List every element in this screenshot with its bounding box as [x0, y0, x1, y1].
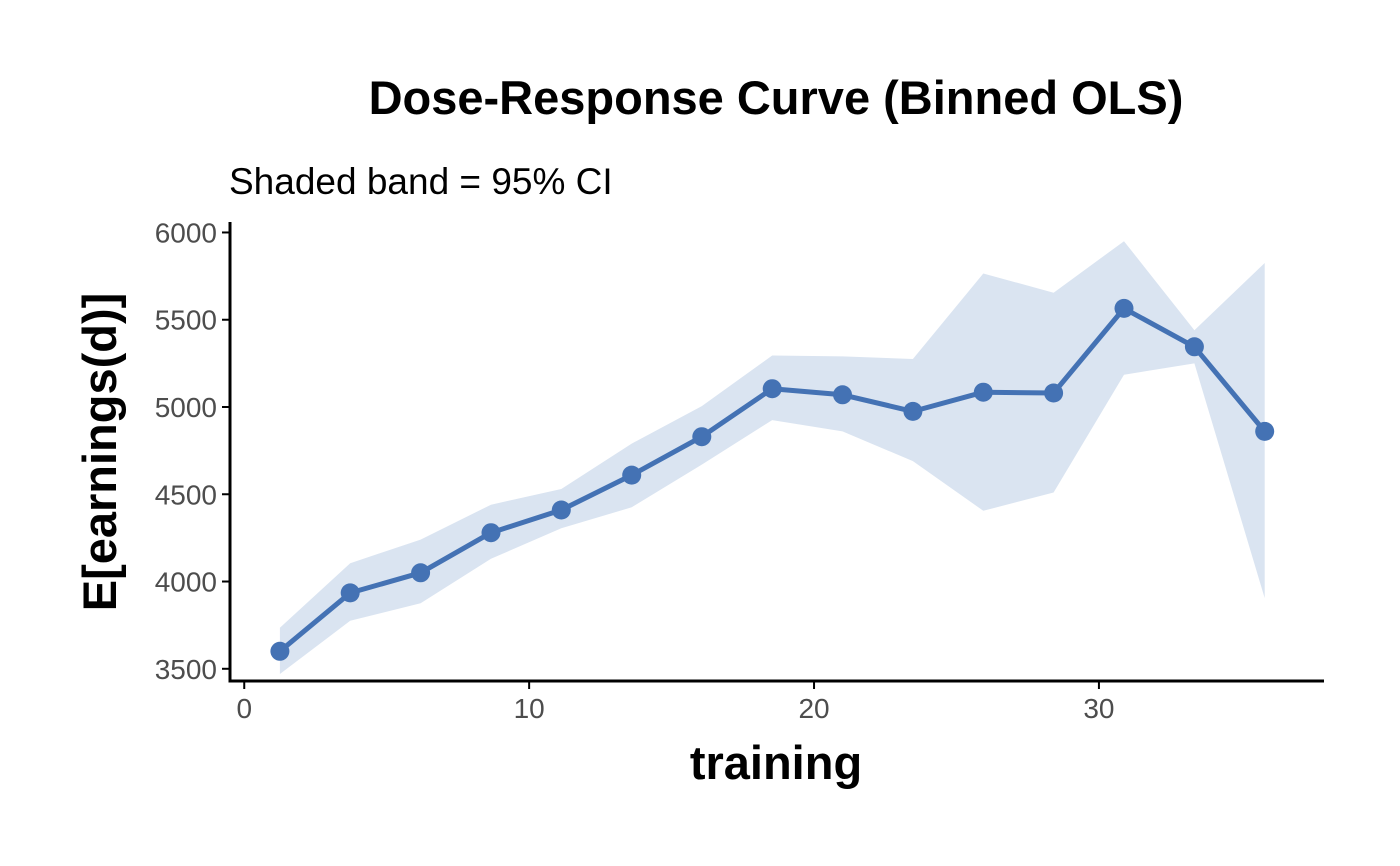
y-tick-label: 4500 — [155, 479, 217, 510]
data-point — [481, 523, 501, 543]
data-point — [411, 563, 431, 583]
data-point — [833, 385, 852, 405]
data-point — [270, 641, 290, 661]
x-tick-label: 0 — [236, 693, 252, 724]
x-tick-label: 20 — [798, 693, 829, 724]
data-point — [1044, 383, 1064, 403]
y-tick-label: 4000 — [155, 567, 217, 598]
data-point — [1255, 421, 1275, 441]
x-tick-label: 10 — [514, 693, 545, 724]
y-axis-title: E[earnings(d)] — [73, 293, 126, 612]
plot-area — [270, 241, 1275, 674]
y-tick-label: 3500 — [155, 654, 217, 685]
confidence-band — [279, 241, 1265, 674]
data-point — [903, 401, 923, 421]
data-point — [692, 427, 712, 447]
data-point — [762, 379, 782, 399]
chart-subtitle: Shaded band = 95% CI — [229, 161, 613, 202]
y-axis-ticks: 3500 4000 4500 5000 5500 6000 — [155, 217, 230, 685]
x-axis-ticks: 0 10 20 30 — [236, 681, 1115, 724]
data-point — [340, 583, 360, 603]
data-point — [551, 500, 571, 520]
data-point — [622, 465, 642, 485]
data-point — [1114, 298, 1134, 318]
y-tick-label: 6000 — [155, 217, 217, 248]
data-point — [1184, 337, 1204, 357]
x-axis-title: training — [690, 736, 862, 789]
chart-title: Dose-Response Curve (Binned OLS) — [369, 71, 1184, 124]
y-tick-label: 5000 — [155, 392, 217, 423]
y-tick-label: 5500 — [155, 305, 217, 336]
x-tick-label: 30 — [1083, 693, 1114, 724]
data-point — [973, 382, 993, 402]
